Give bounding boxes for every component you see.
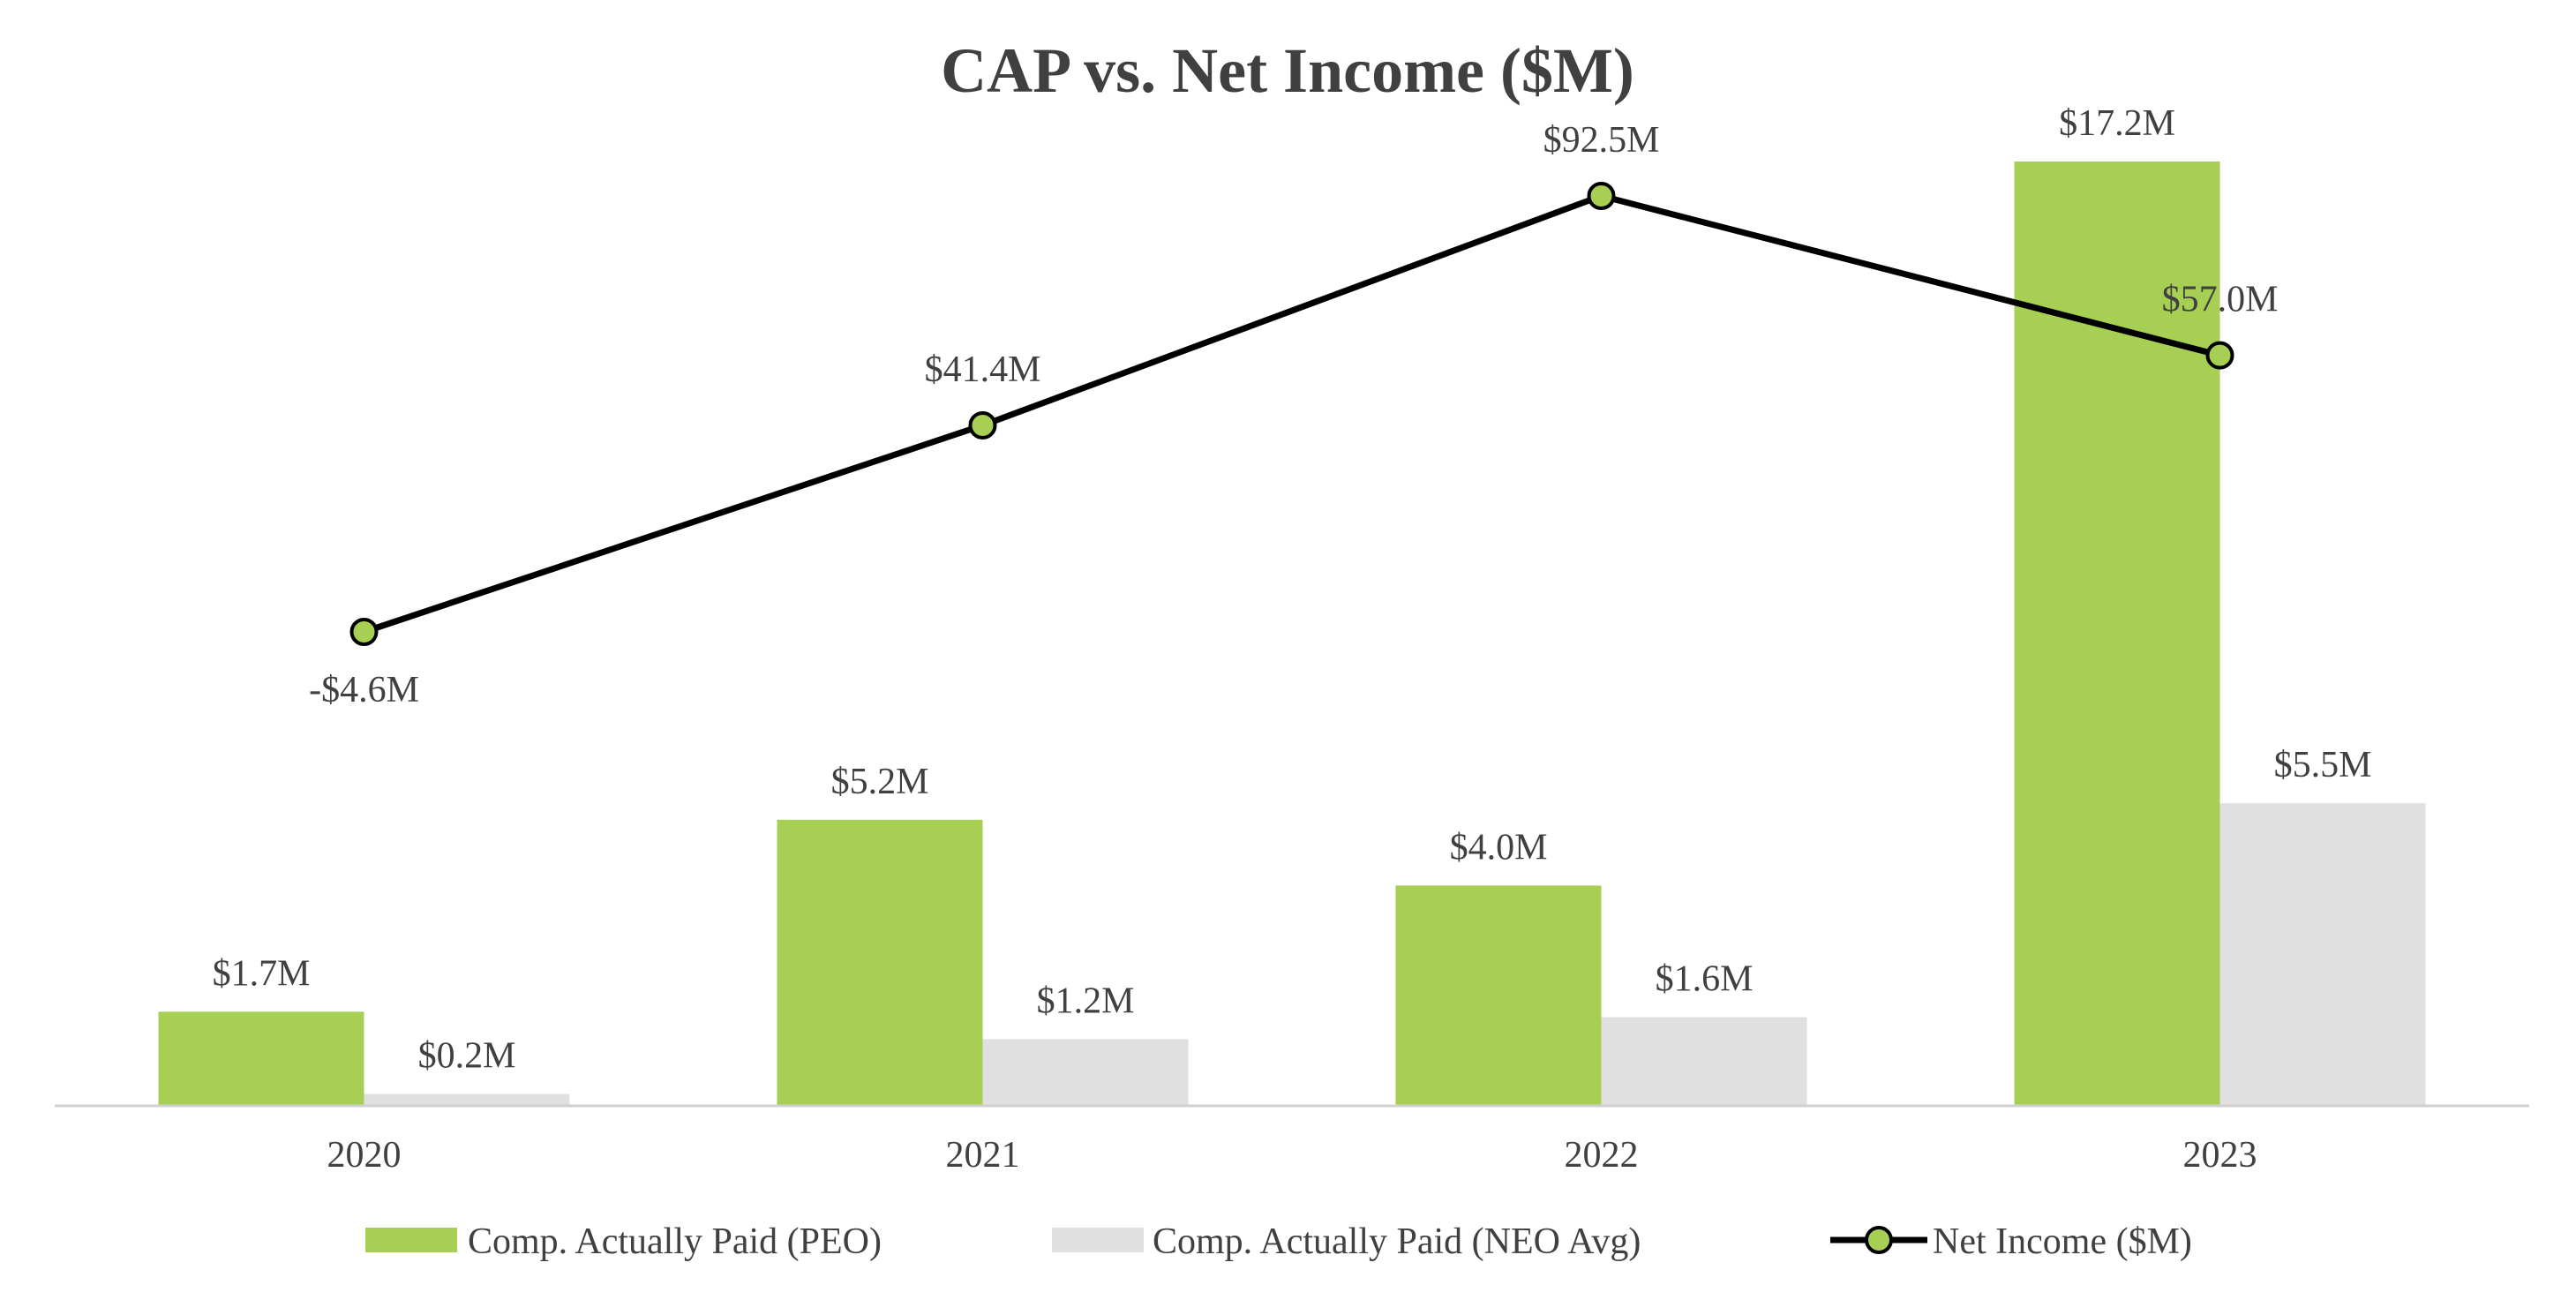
legend-label-neo: Comp. Actually Paid (NEO Avg) [1153, 1221, 1641, 1262]
legend-swatch-net-income-marker [1865, 1226, 1893, 1254]
bar-label-neo-2022: $1.6M [1656, 959, 1754, 1000]
bar-neo-2023 [2219, 803, 2426, 1105]
bar-peo-2020 [158, 1011, 364, 1105]
chart-title: CAP vs. Net Income ($M) [941, 35, 1634, 106]
legend-swatch-neo [1052, 1228, 1144, 1252]
bar-label-neo-2020: $0.2M [418, 1036, 516, 1077]
net-income-point-2022 [1587, 182, 1616, 210]
net-income-point-2020 [349, 618, 379, 646]
bar-peo-2023 [2014, 162, 2220, 1105]
x-tick-label-2023: 2023 [2183, 1135, 2257, 1176]
net-income-label-2023: $57.0M [2162, 280, 2279, 320]
bar-label-neo-2023: $5.5M [2274, 745, 2372, 785]
legend-label-peo: Comp. Actually Paid (PEO) [468, 1221, 882, 1262]
legend-label-net-income: Net Income ($M) [1933, 1221, 2192, 1262]
net-income-label-2022: $92.5M [1543, 120, 1660, 161]
net-income-line [363, 192, 2221, 635]
net-income-label-2020: -$4.6M [309, 670, 419, 710]
bar-neo-2020 [364, 1093, 570, 1105]
net-income-label-2021: $41.4M [925, 349, 1041, 390]
legend-swatch-peo [365, 1228, 457, 1252]
x-tick-label-2021: 2021 [946, 1135, 1020, 1176]
bar-peo-2022 [1395, 885, 1602, 1105]
bar-label-neo-2021: $1.2M [1037, 981, 1135, 1021]
bar-label-peo-2021: $5.2M [831, 762, 929, 802]
x-tick-label-2022: 2022 [1565, 1135, 1639, 1176]
bar-neo-2021 [982, 1039, 1189, 1105]
x-tick-label-2020: 2020 [327, 1135, 402, 1176]
net-income-point-2021 [968, 410, 997, 440]
bar-neo-2022 [1601, 1017, 1807, 1105]
bar-label-peo-2020: $1.7M [213, 953, 311, 994]
bar-peo-2021 [777, 819, 983, 1105]
net-income-point-2023 [2205, 341, 2234, 370]
bar-label-peo-2022: $4.0M [1450, 827, 1548, 868]
bar-label-peo-2023: $17.2M [2059, 103, 2175, 144]
